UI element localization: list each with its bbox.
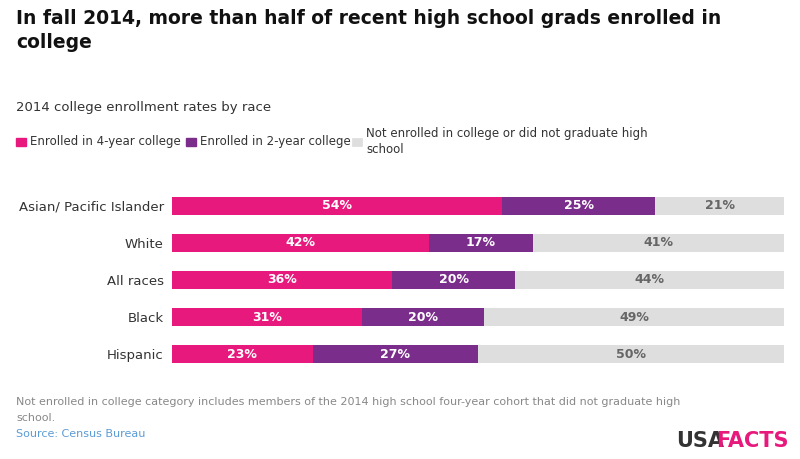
Text: FACTS: FACTS: [716, 431, 789, 451]
Bar: [429, 234, 533, 252]
Bar: [172, 234, 429, 252]
Text: Enrolled in 2-year college: Enrolled in 2-year college: [200, 135, 351, 148]
Text: 31%: 31%: [252, 311, 282, 324]
Bar: [172, 196, 502, 215]
Text: 42%: 42%: [286, 236, 315, 249]
Text: Not enrolled in college category includes members of the 2014 high school four-y: Not enrolled in college category include…: [16, 397, 680, 407]
Text: 50%: 50%: [616, 347, 646, 361]
Bar: [172, 345, 313, 364]
Text: 41%: 41%: [643, 236, 674, 249]
Text: Source: Census Bureau: Source: Census Bureau: [16, 429, 146, 439]
Bar: [478, 345, 784, 364]
Text: Enrolled in 4-year college: Enrolled in 4-year college: [30, 135, 181, 148]
Text: Not enrolled in college or did not graduate high
school: Not enrolled in college or did not gradu…: [366, 127, 648, 157]
Bar: [502, 196, 655, 215]
Text: 21%: 21%: [705, 199, 734, 213]
Text: 54%: 54%: [322, 199, 352, 213]
Bar: [392, 271, 514, 289]
Bar: [655, 196, 784, 215]
Text: 20%: 20%: [408, 311, 438, 324]
Bar: [484, 308, 784, 326]
Text: 17%: 17%: [466, 236, 496, 249]
Text: 25%: 25%: [564, 199, 594, 213]
Bar: [362, 308, 484, 326]
Text: 27%: 27%: [380, 347, 410, 361]
Text: 36%: 36%: [267, 274, 297, 286]
Text: 44%: 44%: [634, 274, 664, 286]
Bar: [533, 234, 784, 252]
Text: 49%: 49%: [619, 311, 649, 324]
Text: 20%: 20%: [438, 274, 469, 286]
Bar: [313, 345, 478, 364]
Bar: [514, 271, 784, 289]
Bar: [172, 308, 362, 326]
Text: In fall 2014, more than half of recent high school grads enrolled in
college: In fall 2014, more than half of recent h…: [16, 9, 722, 52]
Text: USA: USA: [676, 431, 724, 451]
Bar: [172, 271, 392, 289]
Text: 2014 college enrollment rates by race: 2014 college enrollment rates by race: [16, 101, 271, 114]
Text: school.: school.: [16, 413, 55, 423]
Text: 23%: 23%: [227, 347, 258, 361]
